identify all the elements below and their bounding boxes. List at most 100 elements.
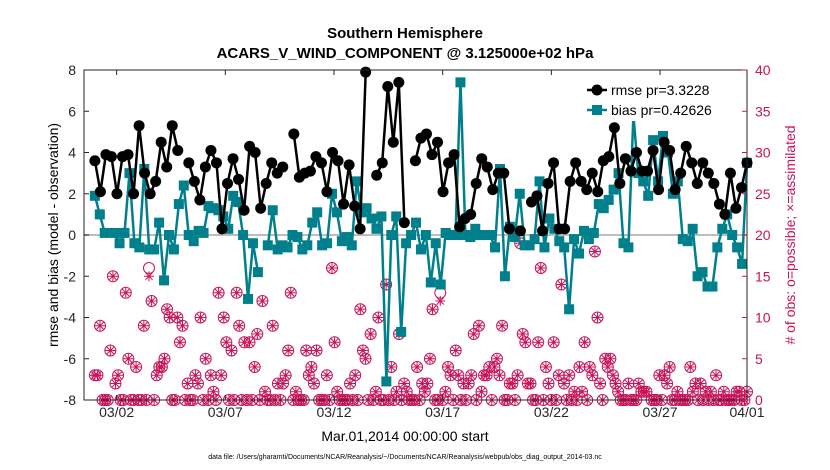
rmse-point bbox=[614, 177, 626, 189]
rmse-point bbox=[476, 153, 488, 165]
obs-possible-marker bbox=[225, 344, 238, 357]
obs-assimilated-marker bbox=[494, 370, 505, 381]
bias-point bbox=[292, 232, 303, 243]
obs-assimilated-marker bbox=[633, 378, 644, 389]
obs-possible-marker bbox=[307, 377, 320, 390]
rmse-point bbox=[719, 208, 731, 220]
obs-possible-marker bbox=[137, 319, 150, 332]
obs-assimilated-marker bbox=[476, 386, 487, 397]
bias-point bbox=[351, 176, 362, 187]
legend-bias-label: bias pr=0.42626 bbox=[611, 102, 712, 118]
obs-assimilated-marker bbox=[548, 337, 559, 348]
obs-possible-marker bbox=[130, 361, 143, 373]
bias-point bbox=[198, 227, 209, 238]
rmse-line bbox=[530, 126, 749, 233]
rmse-point bbox=[630, 147, 642, 158]
obs-possible-marker bbox=[173, 336, 186, 349]
chart-title: Southern Hemisphere bbox=[327, 25, 483, 42]
obs-possible-marker bbox=[578, 336, 591, 349]
obs-possible-marker bbox=[349, 369, 362, 382]
y-right-tick-label: 35 bbox=[755, 103, 771, 119]
obs-assimilated-marker bbox=[290, 386, 301, 397]
bias-point bbox=[228, 190, 239, 201]
rmse-point bbox=[487, 184, 499, 196]
obs-assimilated-marker bbox=[355, 304, 366, 315]
obs-assimilated-marker bbox=[445, 370, 456, 381]
bias-point bbox=[534, 176, 545, 187]
obs-assimilated-marker bbox=[613, 386, 624, 397]
rmse-point bbox=[144, 188, 156, 200]
rmse-point bbox=[315, 157, 327, 169]
obs-assimilated-marker bbox=[577, 386, 588, 397]
obs-assimilated-marker bbox=[711, 370, 722, 381]
obs-possible-marker bbox=[588, 245, 601, 258]
rmse-point bbox=[194, 194, 206, 206]
obs-assimilated-marker bbox=[311, 345, 322, 356]
obs-assimilated-marker bbox=[365, 329, 376, 339]
obs-assimilated-marker bbox=[584, 362, 595, 372]
rmse-point bbox=[570, 157, 582, 169]
obs-assimilated-marker bbox=[205, 370, 216, 381]
bias-point bbox=[420, 230, 431, 240]
bias-point bbox=[223, 223, 234, 234]
obs-assimilated-marker bbox=[463, 378, 474, 389]
y-left-tick-label: -2 bbox=[64, 268, 77, 284]
rmse-point bbox=[343, 159, 355, 171]
rmse-point bbox=[669, 184, 681, 196]
rmse-point bbox=[332, 155, 344, 167]
obs-possible-marker bbox=[194, 311, 207, 324]
obs-assimilated-marker bbox=[605, 353, 616, 364]
obs-assimilated-marker bbox=[110, 378, 121, 389]
bias-point bbox=[559, 242, 570, 253]
bias-point bbox=[371, 223, 382, 234]
rmse-point bbox=[448, 149, 460, 161]
obs-assimilated-marker bbox=[267, 320, 278, 331]
rmse-point bbox=[227, 153, 239, 165]
obs-assimilated-marker bbox=[422, 378, 433, 389]
y-right-tick-label: 20 bbox=[755, 227, 771, 243]
rmse-point bbox=[658, 136, 670, 148]
obs-possible-marker bbox=[233, 319, 246, 332]
obs-assimilated-marker bbox=[182, 378, 193, 389]
bias-point bbox=[539, 242, 550, 253]
bias-point bbox=[173, 199, 184, 210]
rmse-point bbox=[564, 175, 576, 187]
obs-assimilated-marker bbox=[213, 287, 224, 298]
obs-assimilated-marker bbox=[659, 370, 670, 381]
obs-assimilated-marker bbox=[540, 362, 551, 372]
rmse-point bbox=[233, 173, 245, 185]
obs-possible-marker bbox=[230, 286, 243, 299]
obs-possible-marker bbox=[282, 344, 295, 357]
obs-assimilated-marker bbox=[329, 337, 340, 348]
chart-subtitle: ACARS_V_WIND_COMPONENT @ 3.125000e+02 hP… bbox=[217, 45, 595, 62]
bias-point bbox=[529, 234, 540, 245]
bias-point bbox=[247, 238, 258, 249]
obs-assimilated-marker bbox=[321, 370, 332, 381]
obs-assimilated-marker bbox=[200, 353, 211, 364]
bias-point bbox=[331, 207, 342, 218]
obs-assimilated-marker bbox=[257, 296, 268, 306]
rmse-point bbox=[205, 144, 217, 156]
obs-assimilated-marker bbox=[391, 386, 402, 397]
rmse-point bbox=[625, 165, 637, 177]
rmse-point bbox=[531, 190, 543, 202]
obs-assimilated-marker bbox=[216, 370, 227, 381]
obs-assimilated-marker bbox=[558, 378, 569, 389]
bias-point bbox=[574, 248, 585, 259]
rmse-point bbox=[376, 157, 388, 169]
bias-point bbox=[119, 227, 130, 238]
obs-assimilated-marker bbox=[386, 362, 397, 372]
obs-assimilated-marker bbox=[484, 362, 495, 372]
obs-assimilated-marker bbox=[607, 370, 618, 381]
rmse-point bbox=[575, 175, 587, 187]
obs-assimilated-marker bbox=[164, 312, 175, 323]
obs-possible-marker bbox=[256, 295, 269, 307]
bias-point bbox=[623, 242, 634, 253]
y-right-tick-label: 40 bbox=[755, 62, 771, 78]
obs-assimilated-marker bbox=[512, 370, 523, 381]
obs-assimilated-marker bbox=[231, 287, 242, 298]
bias-point bbox=[569, 234, 580, 245]
rmse-point bbox=[713, 198, 725, 210]
bias-point bbox=[262, 240, 273, 251]
rmse-point bbox=[111, 188, 123, 200]
